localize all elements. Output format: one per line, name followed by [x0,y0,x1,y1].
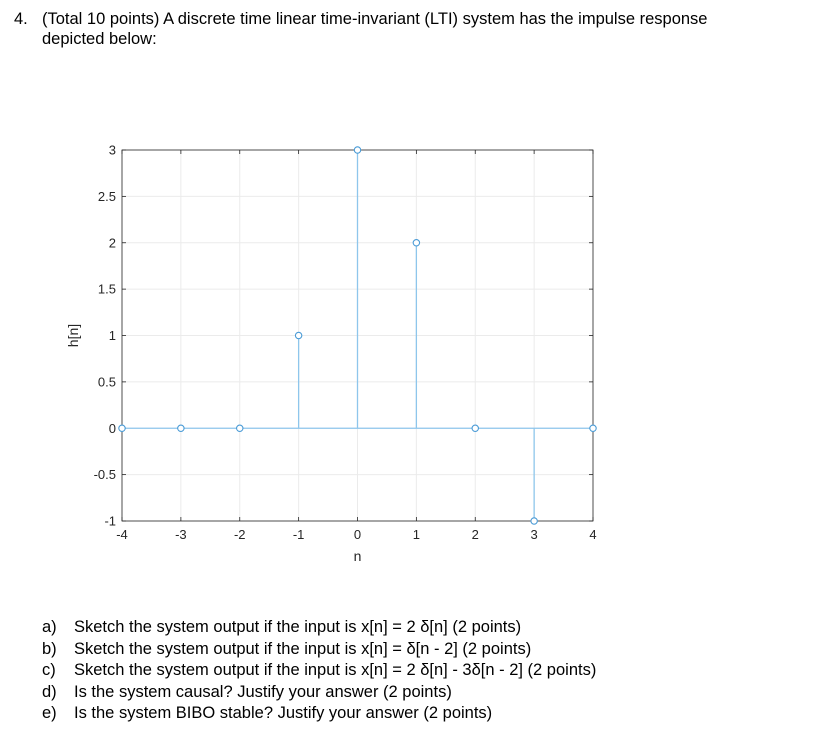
y-tick-label: 2.5 [98,189,116,204]
question-line-1: (Total 10 points) A discrete time linear… [42,10,708,28]
y-tick-label: 1.5 [98,282,116,297]
part-text: Sketch the system output if the input is… [74,639,532,658]
part-letter: e) [42,704,57,722]
question-parts: a) Sketch the system output if the input … [42,617,596,725]
stem-marker [294,331,303,340]
part-letter: c) [42,661,56,679]
x-tick-label: -1 [293,527,305,542]
x-tick-label: 2 [472,527,479,542]
x-tick-label: -3 [175,527,187,542]
x-tick-label: 3 [531,527,538,542]
question-line-2: depicted below: [42,30,157,48]
part-text: Is the system causal? Justify your answe… [74,682,452,701]
stem-marker [353,146,362,154]
impulse-response-chart: -4 -3 -2 -1 0 1 2 3 4 -1 -0.5 0 0.5 1 1.5 2 2.5 3 n h[n] [65,143,597,564]
y-tick-label: 2 [109,235,116,250]
part-text: Sketch the system output if the input is… [74,618,522,636]
y-tick-label: -0.5 [94,467,116,482]
x-tick-label: 1 [413,527,420,542]
y-tick-label: 0.5 [98,374,116,389]
part-letter: d) [42,682,57,701]
stem-marker [236,424,244,432]
y-tick-label: 1 [109,328,116,343]
y-tick-label: 3 [109,143,116,158]
x-tick-label: 0 [354,527,361,542]
stem-marker [118,424,126,432]
stem-marker [589,424,597,432]
stem-marker [412,239,421,247]
question-part: d) Is the system causal? Justify your ans… [42,682,596,704]
y-axis-label: h[n] [65,324,81,347]
question-number: 4. [14,10,28,28]
y-tick-label: -1 [104,514,116,529]
part-letter: a) [42,618,57,636]
question-part: c) Sketch the system output if the input … [42,660,596,682]
part-letter: b) [42,639,57,658]
question-part: b) Sketch the system output if the input … [42,639,596,661]
x-tick-label: -4 [116,527,128,542]
question-part: e) Is the system BIBO stable? Justify you… [42,703,596,725]
stem-marker [471,424,479,432]
stem-marker [177,424,185,432]
x-tick-label: 4 [589,527,596,542]
part-text: Sketch the system output if the input is… [74,661,597,679]
x-axis-label: n [354,548,362,564]
part-text: Is the system BIBO stable? Justify your … [74,704,493,722]
y-tick-label: 0 [109,421,116,436]
question-text: (Total 10 points) A discrete time linear… [42,9,832,49]
x-tick-label: -2 [234,527,246,542]
stem-marker [530,517,538,525]
question-part: a) Sketch the system output if the input … [42,617,596,639]
